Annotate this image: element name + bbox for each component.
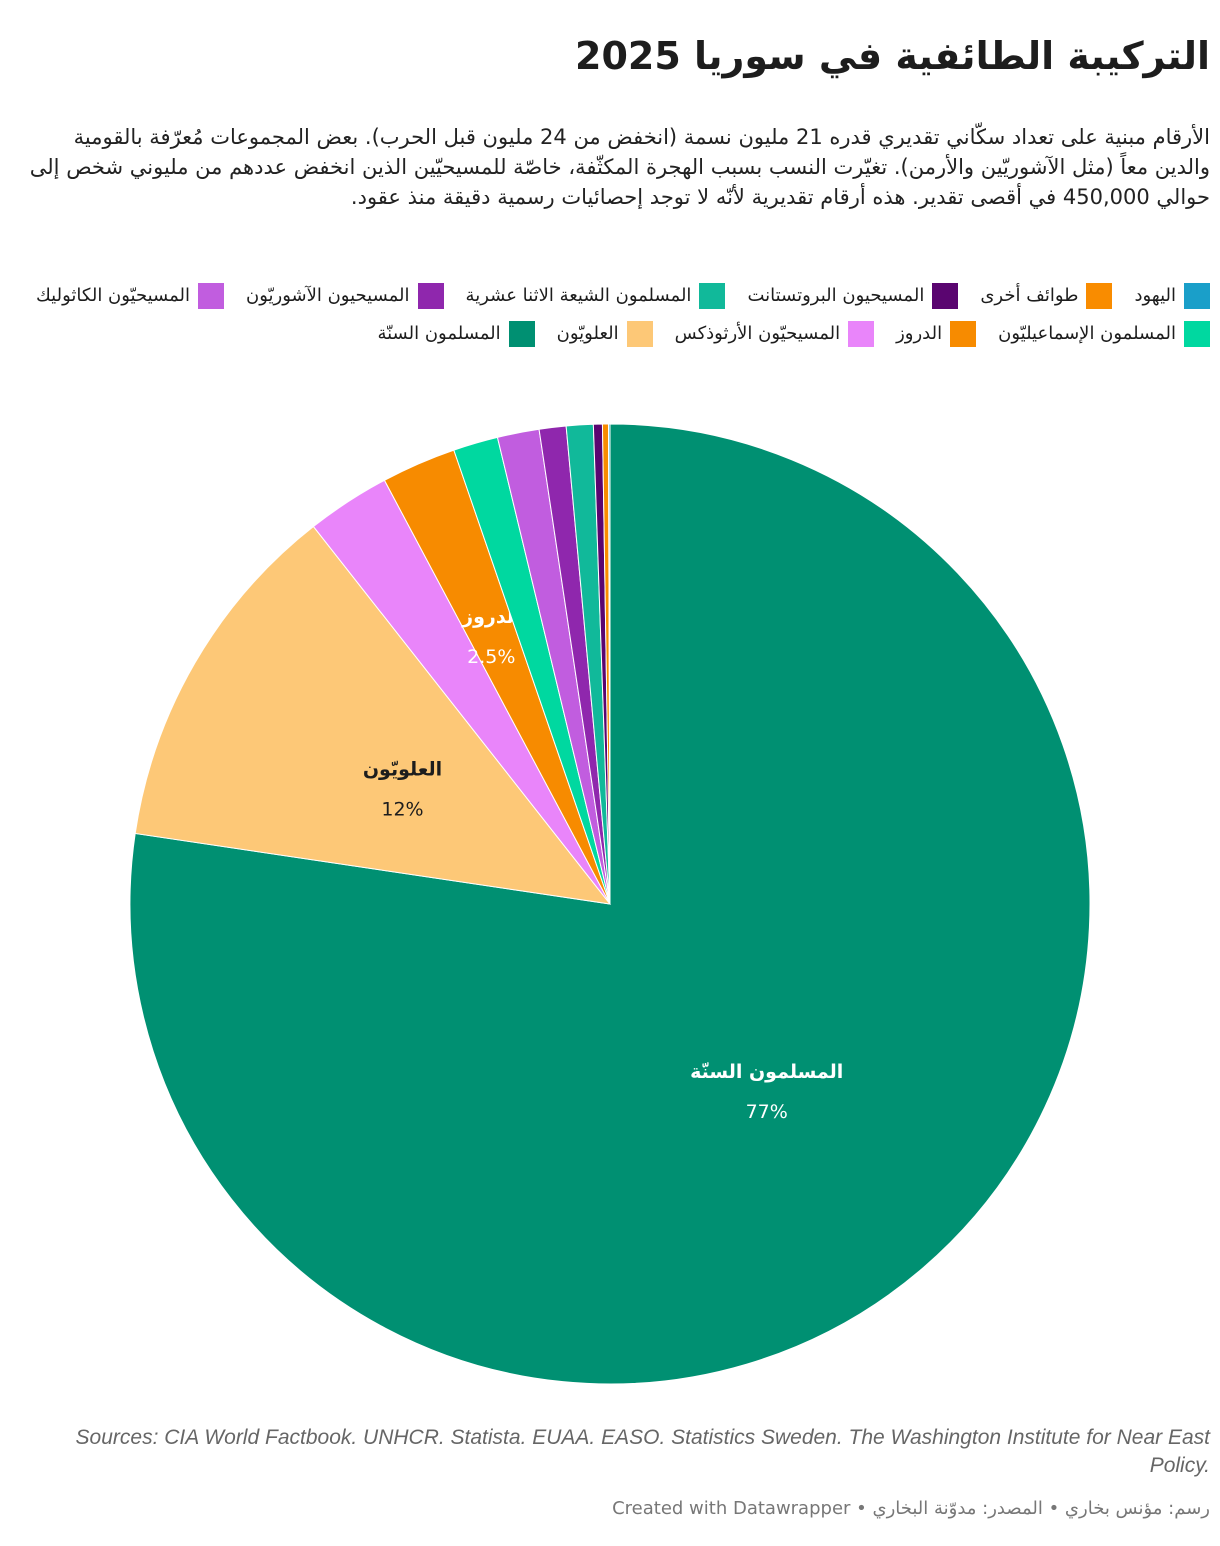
legend-label: المسيحيّون الأرثوذكس [674,323,841,344]
legend-swatch [1184,321,1210,347]
sources-note: Sources: CIA World Factbook. UNHCR. Stat… [75,1426,1210,1477]
credit-line: رسم: مؤنس بخاري • المصدر: مدوّنة البخاري… [612,1498,1210,1519]
slice-value-label: 77% [746,1101,788,1123]
legend-label: طوائف أخرى [980,285,1079,306]
legend-label: المسيحيون البروتستانت [747,285,925,306]
legend-swatch [848,321,875,347]
legend-swatch [1184,283,1210,309]
pie-slice [607,423,611,905]
legend-item: الدروز [896,320,977,348]
chart-subtitle: الأرقام مبنية على تعداد سكّاني تقديري قد… [29,125,1210,209]
legend-label: الدروز [896,323,943,344]
legend-item: المسيحيّون الكاثوليك [36,282,224,310]
legend-item: المسلمون السنّة [377,320,535,348]
slice-label: المسلمون السنّة [690,1061,843,1083]
legend-item: المسيحيون الآشوريّون [246,282,444,310]
legend-swatch [950,321,977,347]
legend-label: المسلمون الإسماعيليّون [998,323,1176,344]
legend-item: العلويّون [557,320,653,348]
chart-title: التركيبة الطائفية في سوريا 2025 [575,34,1210,78]
legend-swatch [1086,283,1113,309]
legend-label: المسيحيّون الكاثوليك [36,285,190,306]
slice-label: العلويّون [363,759,442,781]
slice-value-label: 2.5% [467,646,515,668]
legend-item: طوائف أخرى [980,282,1113,310]
slice-label: الدروز [461,606,520,628]
legend-label: العلويّون [556,323,619,344]
slice-value-label: 12% [381,799,423,821]
legend-swatch [699,283,726,309]
legend-label: المسلمون السنّة [377,323,501,344]
legend-swatch [508,321,535,347]
chart-legend: اليهود طوائف أخرى المسيحيون البروتستانت الم… [20,282,1210,348]
legend-item: المسيحيون البروتستانت [747,282,959,310]
legend-swatch [626,321,653,347]
pie-chart-svg: المسلمون السنّة 77% العلويّون 12% الدروز 2.5% [129,423,1091,1385]
chart-container: التركيبة الطائفية في سوريا 2025 الأرقام … [20,0,1210,1546]
legend-item: المسيحيّون الأرثوذكس [674,320,875,348]
legend-label: اليهود [1134,285,1176,306]
pie-slice [134,525,612,905]
legend-item: اليهود [1134,282,1210,310]
legend-label: المسلمون الشيعة الاثنا عشرية [465,285,692,306]
legend-label: المسيحيون الآشوريّون [246,285,410,306]
legend-swatch [932,283,959,309]
pie-slice [129,423,1091,1385]
legend-swatch [198,283,224,309]
legend-swatch [417,283,444,309]
legend-item: المسلمون الشيعة الاثنا عشرية [466,282,726,310]
legend-item: المسلمون الإسماعيليّون [998,320,1210,348]
pie-chart: المسلمون السنّة 77% العلويّون 12% الدروز 2.5% [0,380,1220,1400]
